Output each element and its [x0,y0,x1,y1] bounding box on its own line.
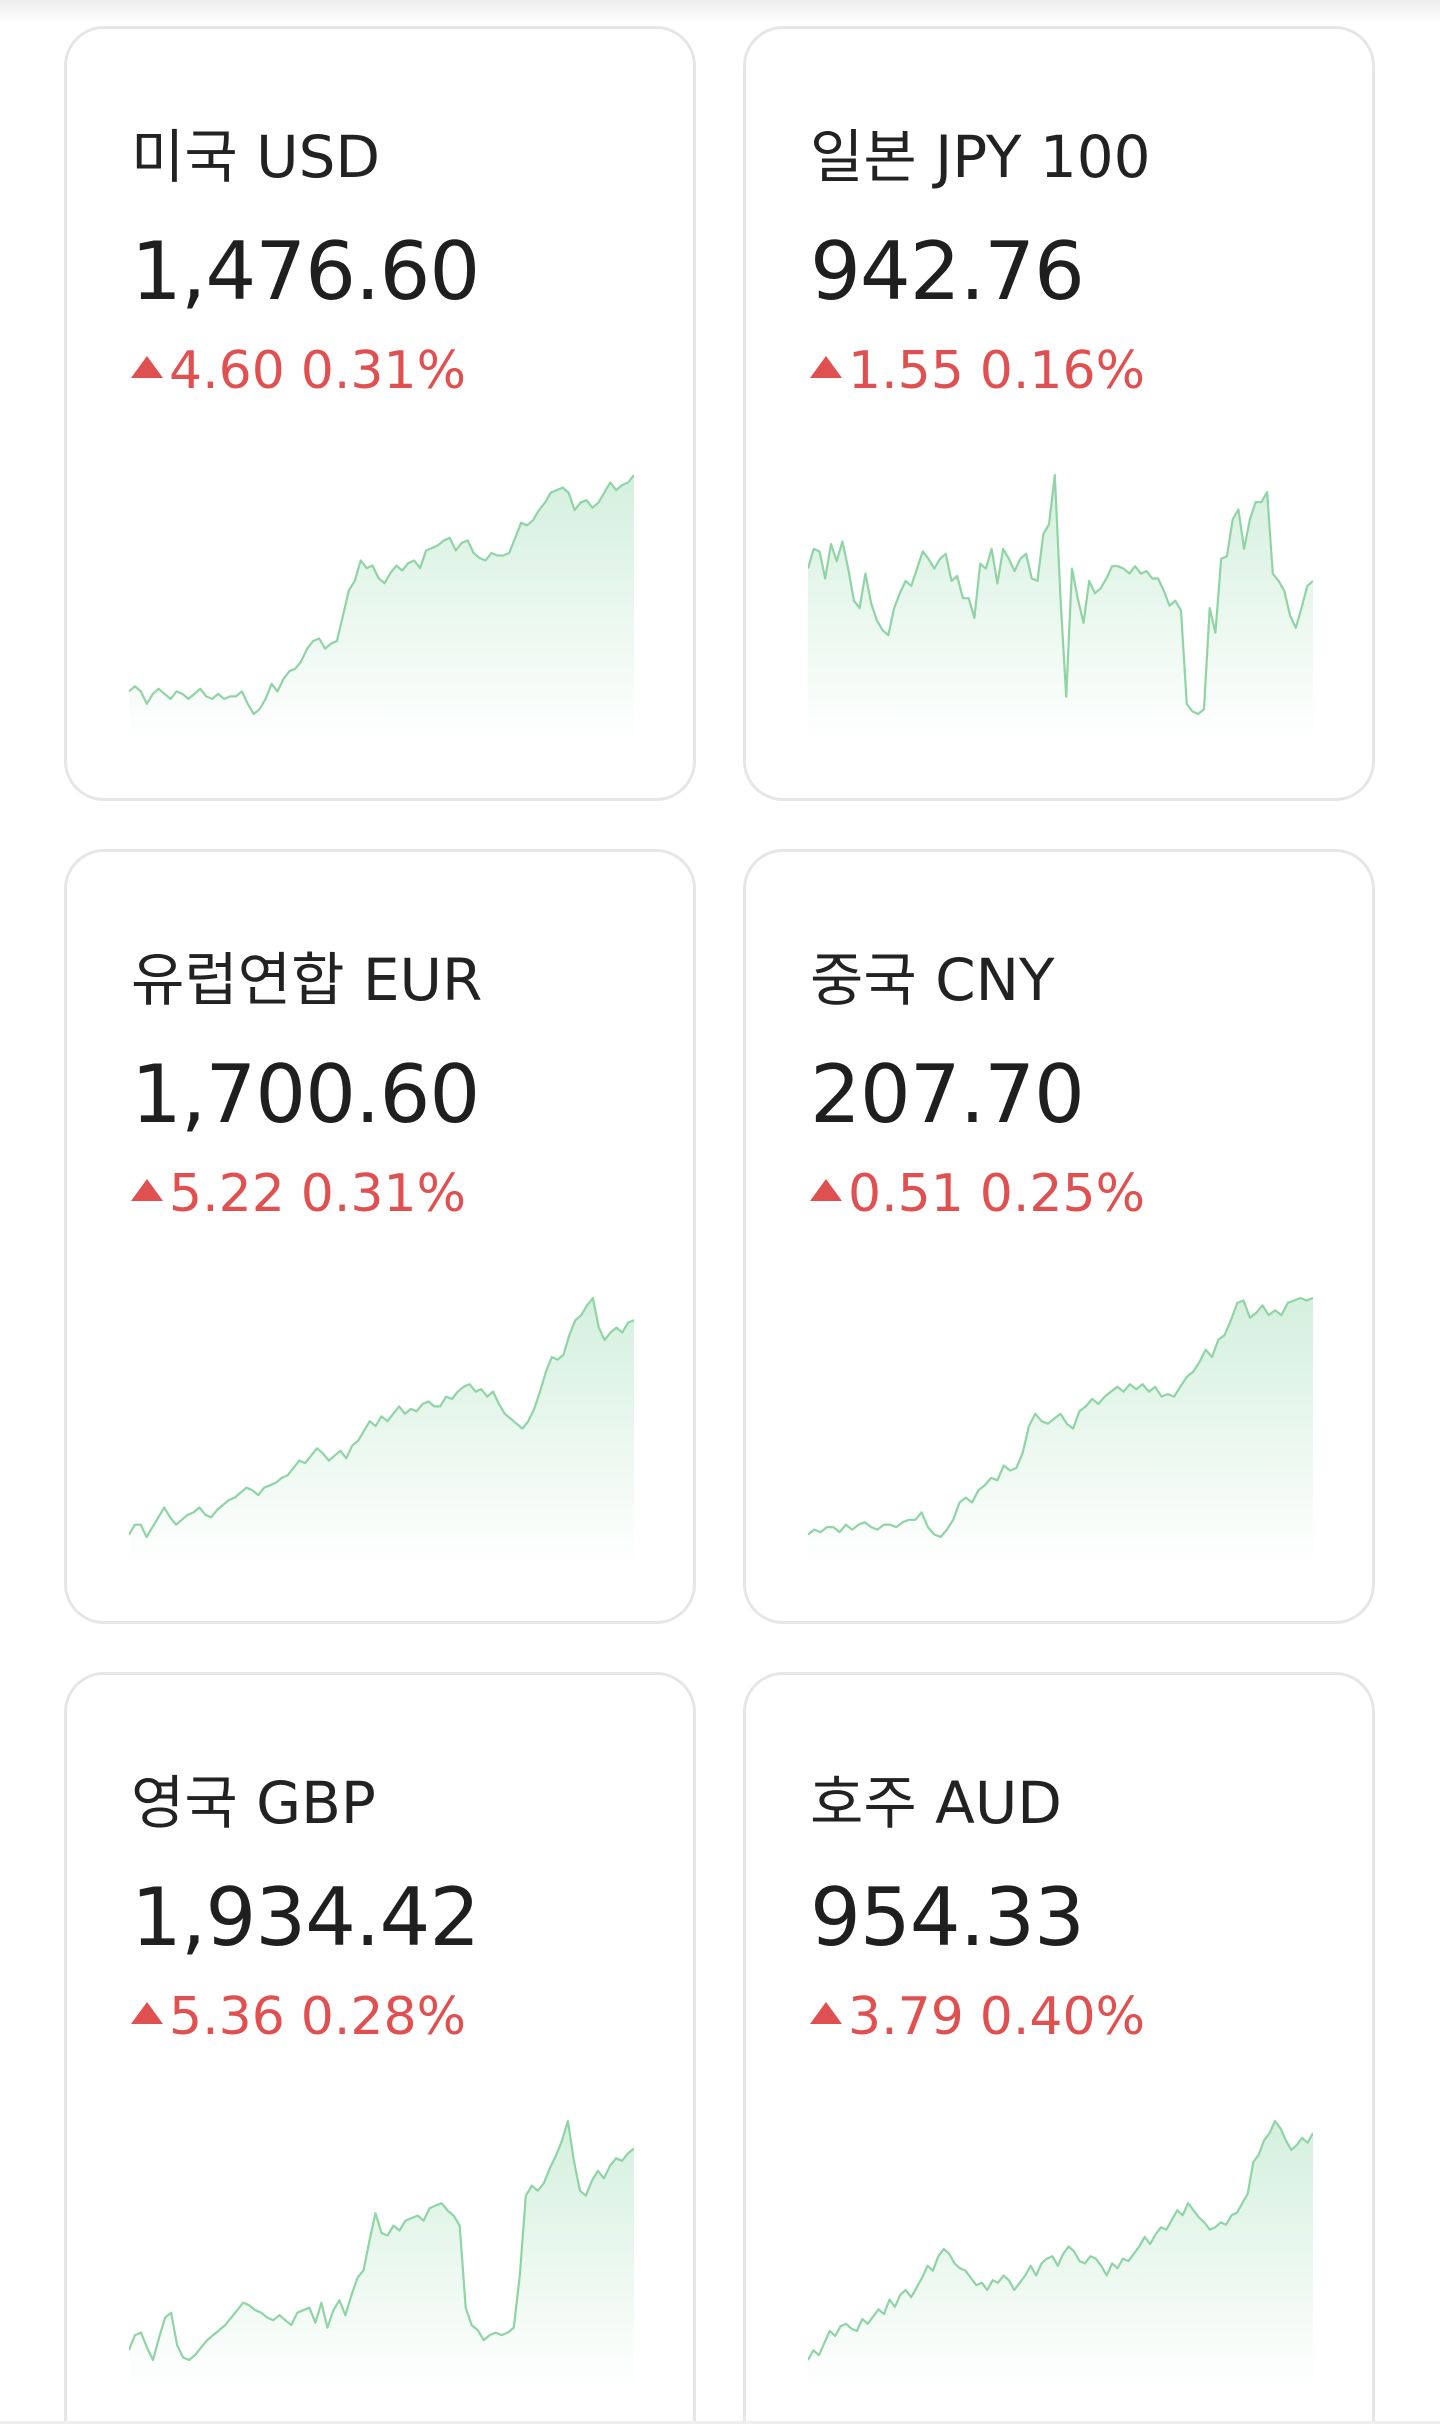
currency-name: 중국 CNY [810,946,1055,1014]
sparkline-line [808,2119,1313,2361]
sparkline-area [129,475,634,744]
currency-card-cny[interactable]: 중국 CNY 207.70 0.51 0.25% [743,849,1375,1624]
rate-change: 5.22 0.31% [131,1162,466,1226]
currency-name: 호주 AUD [810,1769,1062,1837]
currency-card-jpy[interactable]: 일본 JPY 100 942.76 1.55 0.16% [743,26,1375,801]
rate-change: 3.79 0.40% [810,1985,1145,2049]
sparkline-chart [129,2119,634,2390]
currency-name: 유럽연합 EUR [131,946,483,1014]
currency-name: 일본 JPY 100 [810,123,1151,191]
change-amount: 3.79 [848,1987,964,2047]
sparkline-area [129,1298,634,1567]
triangle-up-icon [810,2002,842,2024]
triangle-up-icon [810,356,842,378]
currency-card-usd[interactable]: 미국 USD 1,476.60 4.60 0.31% [64,26,696,801]
sparkline-line [129,1296,634,1539]
currency-card-eur[interactable]: 유럽연합 EUR 1,700.60 5.22 0.31% [64,849,696,1624]
change-percent: 0.40% [979,1987,1145,2047]
bottom-divider [0,2421,1440,2424]
change-amount: 1.55 [848,341,964,401]
sparkline-chart [808,1296,1313,1567]
triangle-up-icon [131,1179,163,1201]
rate-change: 1.55 0.16% [810,339,1145,403]
change-percent: 0.28% [300,1987,466,2047]
currency-card-aud[interactable]: 호주 AUD 954.33 3.79 0.40% [743,1672,1375,2424]
currency-name: 영국 GBP [131,1769,376,1837]
sparkline-area [808,2121,1313,2390]
currency-name: 미국 USD [131,123,381,191]
exchange-rate-value: 954.33 [810,1871,1085,1964]
header-shadow [0,0,1440,24]
change-amount: 0.51 [848,1164,964,1224]
sparkline-line [129,474,634,716]
triangle-up-icon [131,356,163,378]
sparkline-area [129,2121,634,2390]
change-percent: 0.25% [979,1164,1145,1224]
rate-change: 4.60 0.31% [131,339,466,403]
rate-change: 0.51 0.25% [810,1162,1145,1226]
exchange-rate-value: 1,934.42 [131,1871,480,1964]
triangle-up-icon [131,2002,163,2024]
exchange-rate-value: 942.76 [810,225,1085,318]
change-amount: 5.22 [169,1164,285,1224]
sparkline-area [808,1298,1313,1567]
sparkline-chart [129,1296,634,1567]
change-percent: 0.16% [979,341,1145,401]
sparkline-line [129,2119,634,2362]
triangle-up-icon [810,1179,842,1201]
exchange-rate-value: 207.70 [810,1048,1085,1141]
change-amount: 4.60 [169,341,285,401]
exchange-rate-value: 1,476.60 [131,225,480,318]
currency-card-gbp[interactable]: 영국 GBP 1,934.42 5.36 0.28% [64,1672,696,2424]
exchange-rate-value: 1,700.60 [131,1048,480,1141]
sparkline-line [808,1296,1313,1539]
sparkline-chart [808,473,1313,744]
change-percent: 0.31% [300,1164,466,1224]
change-amount: 5.36 [169,1987,285,2047]
sparkline-chart [808,2119,1313,2390]
rate-change: 5.36 0.28% [131,1985,466,2049]
change-percent: 0.31% [300,341,466,401]
sparkline-chart [129,474,634,744]
sparkline-line [808,473,1313,716]
